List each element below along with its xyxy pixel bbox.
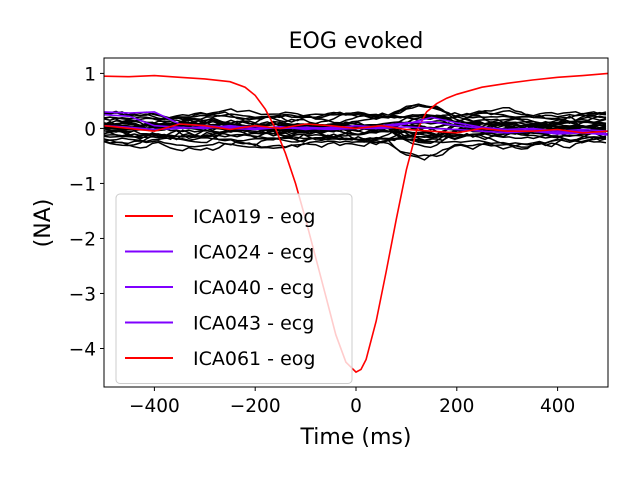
y-tick-label: 1 <box>84 64 96 85</box>
x-tick-label: −200 <box>230 396 281 417</box>
x-tick-label: 200 <box>439 396 474 417</box>
x-axis-ticks: −400 −200 0 200 400 <box>129 387 575 417</box>
legend-box <box>115 193 353 384</box>
x-tick-label: 0 <box>350 396 362 417</box>
y-axis-label: (NA) <box>31 199 56 248</box>
series-line <box>104 72 608 374</box>
series-line <box>104 123 608 134</box>
legend: ICA019 - eog ICA024 - ecg ICA040 - ecg ICA0… <box>115 193 353 384</box>
legend-label: ICA043 - ecg <box>193 313 314 335</box>
component-trace <box>104 103 607 121</box>
y-tick-label: −1 <box>69 174 96 195</box>
legend-label: ICA040 - ecg <box>193 277 314 299</box>
y-tick-label: 0 <box>84 119 96 140</box>
y-tick-label: −3 <box>69 284 96 305</box>
legend-label: ICA024 - ecg <box>193 242 314 264</box>
component-trace <box>104 108 607 122</box>
x-axis-label: Time (ms) <box>300 425 412 450</box>
legend-label: ICA061 - eog <box>193 348 315 370</box>
y-tick-label: −4 <box>69 339 96 360</box>
legend-label: ICA019 - eog <box>193 206 315 228</box>
y-axis-ticks: 1 0 −1 −2 −3 −4 <box>69 64 104 360</box>
component-trace <box>104 138 607 161</box>
y-tick-label: −2 <box>69 229 96 250</box>
component-trace <box>104 137 607 157</box>
x-tick-label: 400 <box>540 396 575 417</box>
component-trace <box>104 106 607 125</box>
component-trace <box>104 116 607 142</box>
chart-title: EOG evoked <box>289 29 424 54</box>
component-trace <box>104 129 607 150</box>
series-traces <box>104 72 608 374</box>
x-tick-label: −400 <box>129 396 180 417</box>
component-trace <box>104 103 607 128</box>
